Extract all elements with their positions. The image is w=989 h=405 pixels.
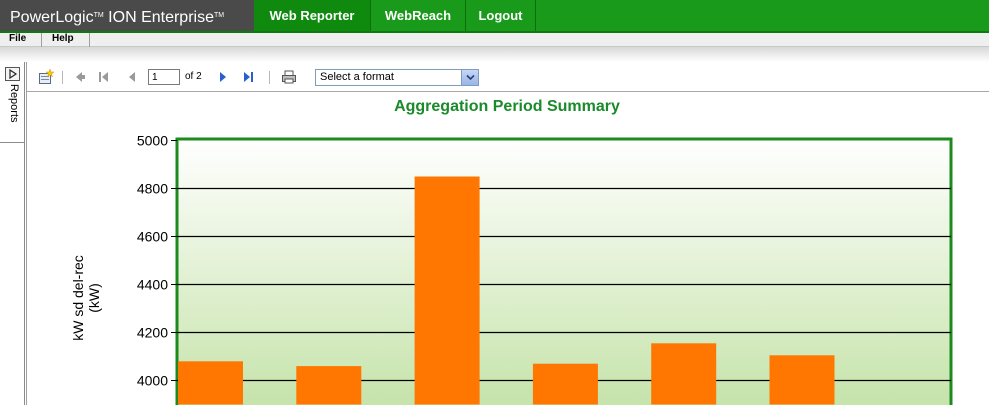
format-select-value: Select a format bbox=[320, 71, 394, 83]
reports-side-panel: Reports bbox=[0, 62, 25, 405]
y-tick-label: 4200 bbox=[137, 325, 168, 341]
toolbar-separator bbox=[269, 71, 270, 84]
aggregation-bar-chart: Aggregation Period Summary 4000420044004… bbox=[70, 98, 953, 405]
bar bbox=[178, 361, 243, 405]
menu-file[interactable]: File bbox=[0, 33, 42, 47]
brand-product: ION Enterprise bbox=[108, 9, 214, 26]
y-tick-label: 4000 bbox=[137, 373, 168, 389]
new-report-icon[interactable] bbox=[38, 68, 55, 85]
last-page-icon[interactable] bbox=[241, 69, 257, 85]
dropdown-arrow-icon[interactable] bbox=[461, 70, 478, 85]
page-number-input[interactable] bbox=[148, 69, 180, 85]
bar bbox=[769, 355, 835, 405]
top-navigation-bar: PowerLogicTM ION EnterpriseTM Web Report… bbox=[0, 0, 989, 31]
export-format-select[interactable]: Select a format bbox=[315, 69, 479, 86]
panel-divider bbox=[0, 142, 24, 143]
y-axis-label: kW sd del-rec(kW) bbox=[70, 255, 102, 341]
toolbar-separator bbox=[62, 71, 63, 84]
chart-title: Aggregation Period Summary bbox=[394, 98, 620, 115]
nav-tab-webreach[interactable]: WebReach bbox=[371, 0, 466, 31]
report-toolbar: of 2 Select a format bbox=[27, 62, 989, 92]
report-viewer: of 2 Select a format bbox=[26, 62, 989, 405]
y-axis-ticks: 4000 4200 4400 4600 4800 5000 bbox=[137, 133, 177, 389]
brand-logo: PowerLogicTM ION EnterpriseTM bbox=[0, 0, 254, 31]
header-divider bbox=[0, 31, 989, 33]
bars bbox=[178, 176, 835, 405]
next-page-icon[interactable] bbox=[215, 69, 231, 85]
nav-tab-logout[interactable]: Logout bbox=[466, 0, 536, 31]
y-tick-label: 5000 bbox=[137, 133, 168, 149]
prev-page-icon[interactable] bbox=[124, 69, 140, 85]
y-tick-label: 4400 bbox=[137, 277, 168, 293]
first-page-icon[interactable] bbox=[96, 69, 112, 85]
back-icon[interactable] bbox=[72, 69, 88, 85]
brand-name: PowerLogic bbox=[10, 9, 94, 26]
print-icon[interactable] bbox=[281, 69, 297, 85]
bar bbox=[532, 363, 598, 405]
page-count-label: of 2 bbox=[185, 71, 202, 82]
reports-panel-label[interactable]: Reports bbox=[8, 84, 20, 123]
bar bbox=[414, 176, 480, 405]
expand-panel-icon[interactable] bbox=[5, 67, 20, 81]
y-tick-label: 4600 bbox=[137, 229, 168, 245]
bar bbox=[651, 343, 717, 405]
menu-bar: File Help bbox=[0, 33, 989, 47]
y-tick-label: 4800 bbox=[137, 181, 168, 197]
menu-bar-shadow bbox=[0, 47, 989, 62]
menu-help[interactable]: Help bbox=[42, 33, 90, 47]
brand-trademark-2: TM bbox=[213, 12, 225, 19]
bar bbox=[296, 366, 362, 405]
brand-trademark: TM bbox=[93, 12, 104, 19]
nav-tab-web-reporter[interactable]: Web Reporter bbox=[254, 0, 371, 31]
